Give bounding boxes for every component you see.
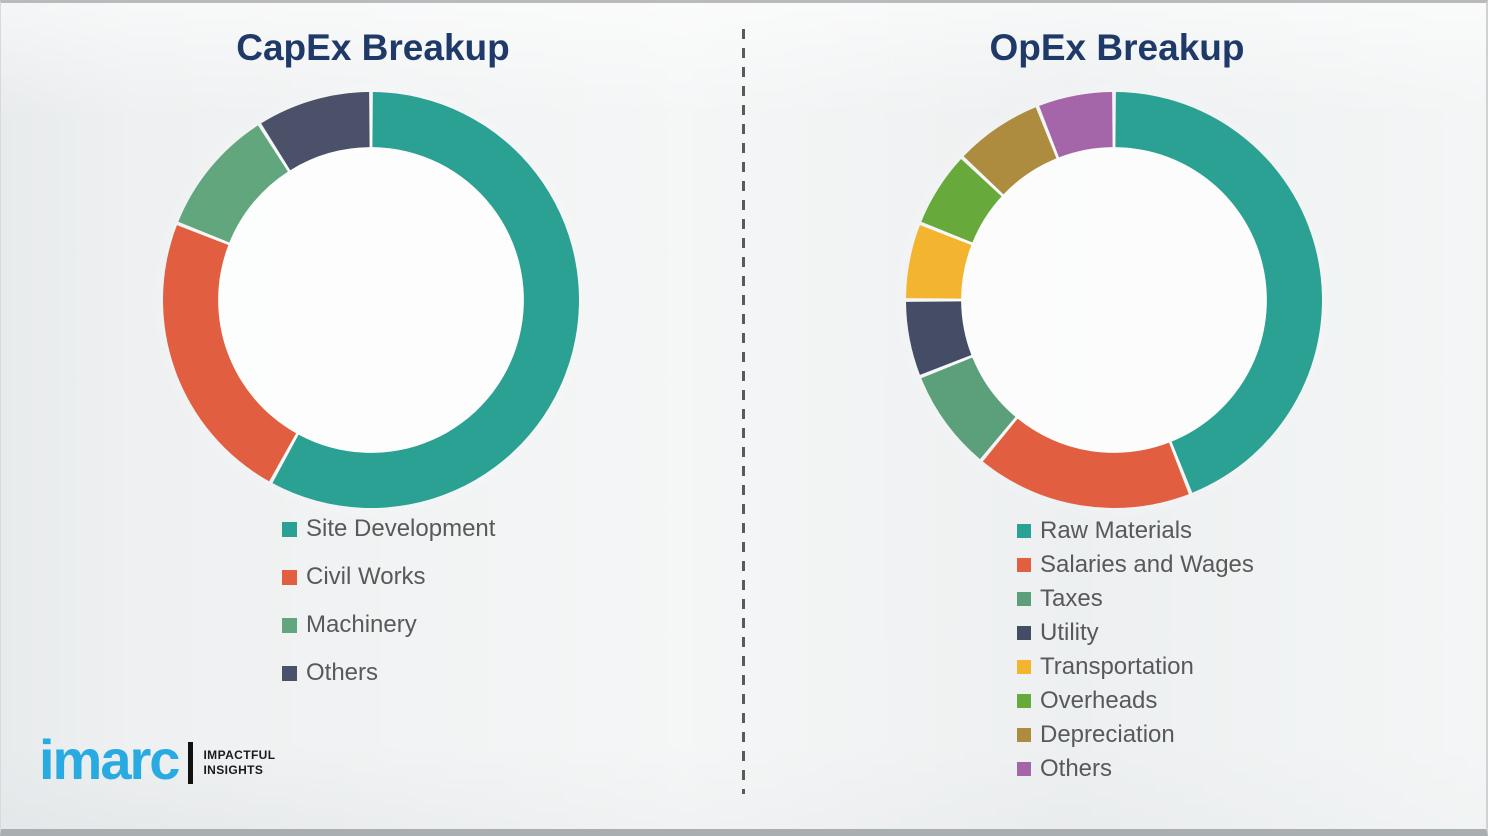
legend-label: Overheads [1040,687,1158,714]
legend-item-transportation: Transportation [1017,653,1254,681]
legend-swatch [1017,558,1031,572]
donut-segment-salaries-and-wages [982,418,1189,508]
capex-panel: CapEx Breakup Site Development Civil Work… [1,3,745,829]
legend-swatch [1017,762,1031,776]
legend-label: Civil Works [306,563,426,590]
tagline-line-2: INSIGHTS [203,763,264,778]
legend-item-others: Others [282,659,495,687]
legend-item-civil-works: Civil Works [282,563,495,591]
opex-title: OpEx Breakup [989,27,1245,68]
legend-swatch [282,569,297,585]
legend-label: Transportation [1040,653,1194,680]
legend-label: Utility [1040,619,1099,646]
opex-legend: Raw Materials Salaries and Wages Taxes Util… [1017,517,1254,783]
donut-segment-site-development [272,92,579,509]
opex-panel: OpEx Breakup Raw Materials Salaries and W… [745,3,1488,829]
legend-swatch [282,617,297,633]
legend-swatch [282,521,297,537]
capex-donut-chart [163,92,579,509]
legend-swatch [1017,592,1031,606]
legend-item-site-development: Site Development [282,515,495,543]
legend-item-taxes: Taxes [1017,585,1254,613]
donut-segment-raw-materials [1115,92,1323,493]
legend-label: Others [306,659,379,686]
donut-segment-others [1039,92,1113,158]
legend-label: Site Development [306,515,496,542]
legend-label: Taxes [1040,585,1103,612]
capex-title: CapEx Breakup [236,27,510,68]
legend-swatch [1017,728,1031,742]
donut-segment-civil-works [163,225,297,482]
tagline-line-1: IMPACTFUL [203,747,276,762]
donut-segment-machinery [178,125,288,243]
capex-legend: Site Development Civil Works Machinery Othe… [282,515,495,687]
legend-swatch [1017,626,1031,640]
imarc-logo-tagline: IMPACTFUL INSIGHTS [203,748,275,779]
legend-item-machinery: Machinery [282,611,495,639]
legend-item-overheads: Overheads [1017,687,1254,715]
legend-swatch [1017,694,1031,708]
legend-item-utility: Utility [1017,619,1254,647]
imarc-logo: imarc IMPACTFUL INSIGHTS [39,728,275,791]
legend-swatch [1017,660,1031,674]
legend-swatch [1017,524,1031,538]
imarc-logo-wordmark: imarc [39,728,180,791]
legend-label: Others [1040,755,1113,782]
legend-label: Raw Materials [1040,517,1193,544]
logo-divider-bar [188,742,194,785]
donut-segment-overheads [921,158,1002,243]
legend-label: Salaries and Wages [1040,551,1254,578]
divider-dashed-line [742,29,745,794]
legend-item-others: Others [1017,755,1254,783]
donut-segment-transportation [906,225,972,299]
legend-swatch [282,665,297,681]
donut-segment-depreciation [963,107,1057,195]
legend-item-depreciation: Depreciation [1017,721,1254,749]
legend-label: Depreciation [1040,721,1175,748]
donut-segment-utility [906,301,972,375]
opex-donut-chart [906,92,1323,508]
legend-item-raw-materials: Raw Materials [1017,517,1254,545]
donut-segment-others [261,92,370,171]
legend-label: Machinery [306,611,417,638]
donut-segment-taxes [921,357,1016,460]
legend-item-salaries-and-wages: Salaries and Wages [1017,551,1254,579]
